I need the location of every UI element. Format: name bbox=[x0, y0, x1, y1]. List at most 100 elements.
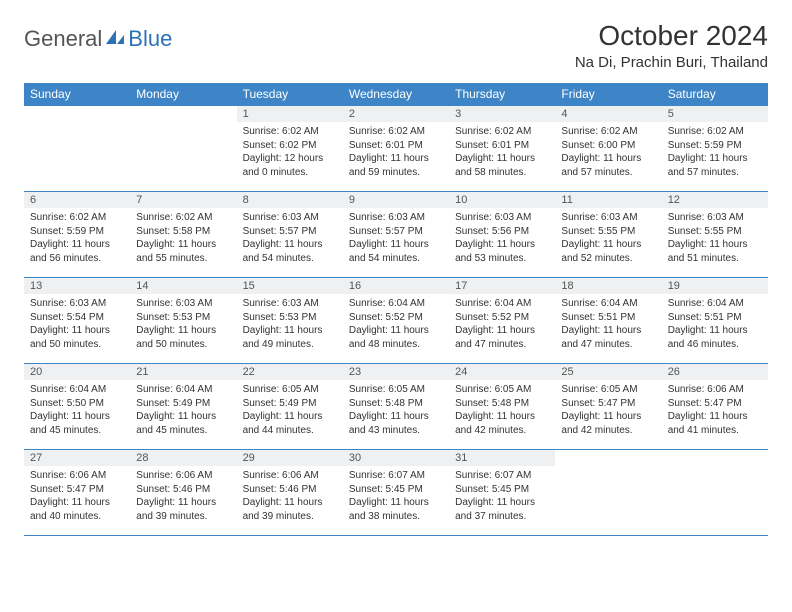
calendar-cell: 2Sunrise: 6:02 AMSunset: 6:01 PMDaylight… bbox=[343, 106, 449, 192]
day-number: 18 bbox=[555, 278, 661, 294]
sunset-text: Sunset: 5:52 PM bbox=[455, 311, 549, 325]
calendar-cell: 5Sunrise: 6:02 AMSunset: 5:59 PMDaylight… bbox=[662, 106, 768, 192]
weekday-header: Saturday bbox=[662, 83, 768, 106]
sunset-text: Sunset: 5:46 PM bbox=[136, 483, 230, 497]
calendar-cell: 28Sunrise: 6:06 AMSunset: 5:46 PMDayligh… bbox=[130, 450, 236, 536]
day-number: 12 bbox=[662, 192, 768, 208]
day-number: 10 bbox=[449, 192, 555, 208]
daylight-text: Daylight: 11 hours and 43 minutes. bbox=[349, 410, 443, 437]
day-number: 11 bbox=[555, 192, 661, 208]
logo-text-blue: Blue bbox=[128, 26, 172, 52]
cell-body: Sunrise: 6:03 AMSunset: 5:55 PMDaylight:… bbox=[555, 208, 661, 268]
calendar-cell: 3Sunrise: 6:02 AMSunset: 6:01 PMDaylight… bbox=[449, 106, 555, 192]
day-number: 15 bbox=[237, 278, 343, 294]
daylight-text: Daylight: 11 hours and 47 minutes. bbox=[561, 324, 655, 351]
cell-body: Sunrise: 6:04 AMSunset: 5:51 PMDaylight:… bbox=[662, 294, 768, 354]
day-number: 27 bbox=[24, 450, 130, 466]
sunrise-text: Sunrise: 6:03 AM bbox=[30, 297, 124, 311]
sunset-text: Sunset: 6:00 PM bbox=[561, 139, 655, 153]
daylight-text: Daylight: 11 hours and 38 minutes. bbox=[349, 496, 443, 523]
calendar-cell: 11Sunrise: 6:03 AMSunset: 5:55 PMDayligh… bbox=[555, 192, 661, 278]
calendar-cell: 20Sunrise: 6:04 AMSunset: 5:50 PMDayligh… bbox=[24, 364, 130, 450]
sunrise-text: Sunrise: 6:06 AM bbox=[243, 469, 337, 483]
day-number: 14 bbox=[130, 278, 236, 294]
sunset-text: Sunset: 5:57 PM bbox=[349, 225, 443, 239]
daylight-text: Daylight: 11 hours and 39 minutes. bbox=[136, 496, 230, 523]
sunrise-text: Sunrise: 6:06 AM bbox=[668, 383, 762, 397]
sunset-text: Sunset: 6:01 PM bbox=[349, 139, 443, 153]
sunset-text: Sunset: 5:52 PM bbox=[349, 311, 443, 325]
cell-body: Sunrise: 6:02 AMSunset: 5:58 PMDaylight:… bbox=[130, 208, 236, 268]
calendar-cell: 9Sunrise: 6:03 AMSunset: 5:57 PMDaylight… bbox=[343, 192, 449, 278]
sunset-text: Sunset: 5:57 PM bbox=[243, 225, 337, 239]
sunset-text: Sunset: 5:47 PM bbox=[561, 397, 655, 411]
sunrise-text: Sunrise: 6:02 AM bbox=[455, 125, 549, 139]
cell-body: Sunrise: 6:04 AMSunset: 5:49 PMDaylight:… bbox=[130, 380, 236, 440]
cell-body: Sunrise: 6:04 AMSunset: 5:52 PMDaylight:… bbox=[449, 294, 555, 354]
sunset-text: Sunset: 5:53 PM bbox=[243, 311, 337, 325]
calendar-cell: 25Sunrise: 6:05 AMSunset: 5:47 PMDayligh… bbox=[555, 364, 661, 450]
daylight-text: Daylight: 11 hours and 45 minutes. bbox=[30, 410, 124, 437]
cell-body: Sunrise: 6:02 AMSunset: 6:01 PMDaylight:… bbox=[449, 122, 555, 182]
logo: General Blue bbox=[24, 26, 172, 52]
calendar-table: Sunday Monday Tuesday Wednesday Thursday… bbox=[24, 83, 768, 536]
sunrise-text: Sunrise: 6:03 AM bbox=[561, 211, 655, 225]
calendar-cell: 19Sunrise: 6:04 AMSunset: 5:51 PMDayligh… bbox=[662, 278, 768, 364]
calendar-row: 20Sunrise: 6:04 AMSunset: 5:50 PMDayligh… bbox=[24, 364, 768, 450]
header: General Blue October 2024 Na Di, Prachin… bbox=[24, 20, 768, 71]
cell-body: Sunrise: 6:03 AMSunset: 5:57 PMDaylight:… bbox=[237, 208, 343, 268]
sunrise-text: Sunrise: 6:03 AM bbox=[455, 211, 549, 225]
day-number: 20 bbox=[24, 364, 130, 380]
sunrise-text: Sunrise: 6:06 AM bbox=[30, 469, 124, 483]
daylight-text: Daylight: 11 hours and 45 minutes. bbox=[136, 410, 230, 437]
weekday-header: Friday bbox=[555, 83, 661, 106]
daylight-text: Daylight: 11 hours and 56 minutes. bbox=[30, 238, 124, 265]
sunrise-text: Sunrise: 6:02 AM bbox=[136, 211, 230, 225]
daylight-text: Daylight: 11 hours and 42 minutes. bbox=[455, 410, 549, 437]
calendar-cell bbox=[662, 450, 768, 536]
day-number bbox=[130, 106, 236, 110]
calendar-cell: 4Sunrise: 6:02 AMSunset: 6:00 PMDaylight… bbox=[555, 106, 661, 192]
daylight-text: Daylight: 11 hours and 39 minutes. bbox=[243, 496, 337, 523]
sunset-text: Sunset: 5:59 PM bbox=[30, 225, 124, 239]
sunrise-text: Sunrise: 6:02 AM bbox=[30, 211, 124, 225]
sunset-text: Sunset: 5:45 PM bbox=[349, 483, 443, 497]
calendar-cell bbox=[24, 106, 130, 192]
day-number: 9 bbox=[343, 192, 449, 208]
daylight-text: Daylight: 11 hours and 47 minutes. bbox=[455, 324, 549, 351]
daylight-text: Daylight: 11 hours and 57 minutes. bbox=[668, 152, 762, 179]
cell-body: Sunrise: 6:03 AMSunset: 5:53 PMDaylight:… bbox=[237, 294, 343, 354]
day-number: 8 bbox=[237, 192, 343, 208]
daylight-text: Daylight: 11 hours and 54 minutes. bbox=[243, 238, 337, 265]
weekday-header: Monday bbox=[130, 83, 236, 106]
sunrise-text: Sunrise: 6:04 AM bbox=[455, 297, 549, 311]
logo-text-general: General bbox=[24, 26, 102, 52]
sunset-text: Sunset: 5:45 PM bbox=[455, 483, 549, 497]
calendar-cell bbox=[130, 106, 236, 192]
calendar-cell: 10Sunrise: 6:03 AMSunset: 5:56 PMDayligh… bbox=[449, 192, 555, 278]
weekday-header: Thursday bbox=[449, 83, 555, 106]
daylight-text: Daylight: 11 hours and 58 minutes. bbox=[455, 152, 549, 179]
calendar-row: 27Sunrise: 6:06 AMSunset: 5:47 PMDayligh… bbox=[24, 450, 768, 536]
sunrise-text: Sunrise: 6:07 AM bbox=[349, 469, 443, 483]
cell-body: Sunrise: 6:03 AMSunset: 5:54 PMDaylight:… bbox=[24, 294, 130, 354]
page-title: October 2024 bbox=[575, 20, 768, 52]
calendar-cell: 24Sunrise: 6:05 AMSunset: 5:48 PMDayligh… bbox=[449, 364, 555, 450]
day-number: 6 bbox=[24, 192, 130, 208]
day-number bbox=[24, 106, 130, 110]
cell-body: Sunrise: 6:05 AMSunset: 5:48 PMDaylight:… bbox=[343, 380, 449, 440]
sunset-text: Sunset: 5:55 PM bbox=[561, 225, 655, 239]
day-number: 17 bbox=[449, 278, 555, 294]
calendar-row: 13Sunrise: 6:03 AMSunset: 5:54 PMDayligh… bbox=[24, 278, 768, 364]
cell-body: Sunrise: 6:05 AMSunset: 5:49 PMDaylight:… bbox=[237, 380, 343, 440]
calendar-cell: 22Sunrise: 6:05 AMSunset: 5:49 PMDayligh… bbox=[237, 364, 343, 450]
sunset-text: Sunset: 5:53 PM bbox=[136, 311, 230, 325]
cell-body: Sunrise: 6:05 AMSunset: 5:48 PMDaylight:… bbox=[449, 380, 555, 440]
daylight-text: Daylight: 11 hours and 54 minutes. bbox=[349, 238, 443, 265]
sunset-text: Sunset: 6:02 PM bbox=[243, 139, 337, 153]
cell-body: Sunrise: 6:03 AMSunset: 5:57 PMDaylight:… bbox=[343, 208, 449, 268]
weekday-header-row: Sunday Monday Tuesday Wednesday Thursday… bbox=[24, 83, 768, 106]
cell-body: Sunrise: 6:02 AMSunset: 6:02 PMDaylight:… bbox=[237, 122, 343, 182]
daylight-text: Daylight: 11 hours and 55 minutes. bbox=[136, 238, 230, 265]
day-number: 31 bbox=[449, 450, 555, 466]
